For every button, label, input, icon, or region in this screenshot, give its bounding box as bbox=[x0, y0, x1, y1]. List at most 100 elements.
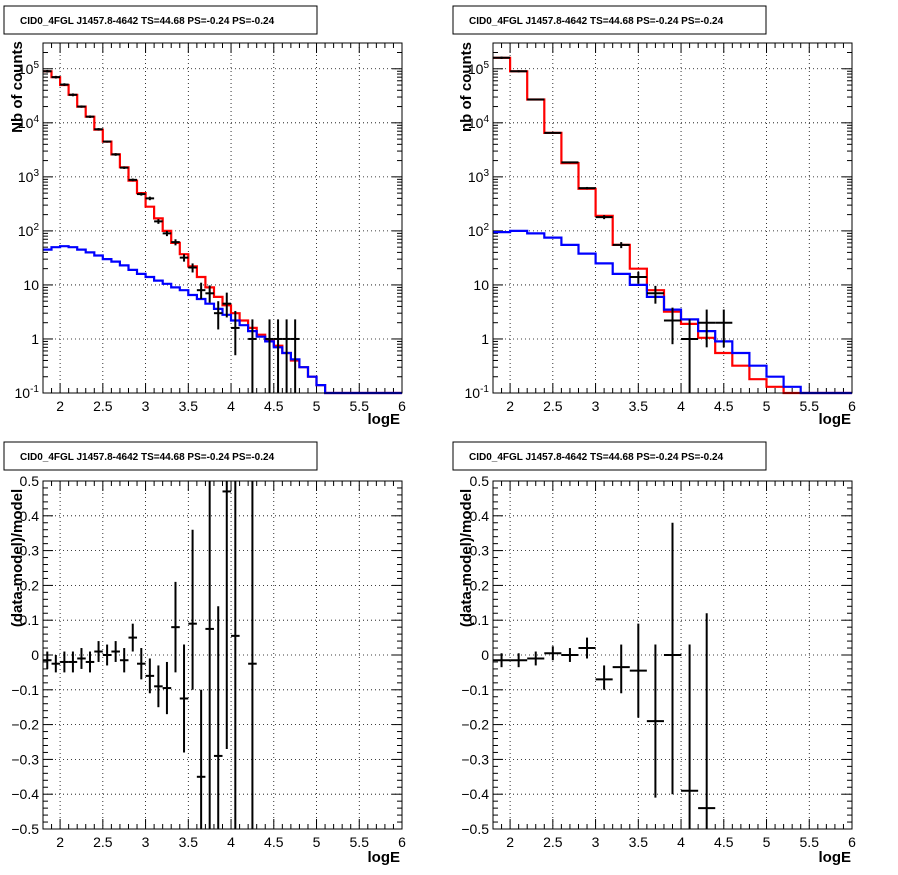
data-point bbox=[213, 606, 223, 829]
data-point bbox=[51, 75, 61, 79]
data-point bbox=[663, 522, 682, 795]
data-point bbox=[222, 481, 232, 749]
x-tick-label: 4.5 bbox=[714, 398, 734, 414]
y-tick-label: −0.3 bbox=[461, 751, 489, 767]
y-tick-label: −0.2 bbox=[461, 717, 489, 733]
data-point bbox=[162, 230, 172, 237]
y-tick-label: 1 bbox=[31, 331, 39, 347]
data-point bbox=[162, 661, 172, 715]
data-point bbox=[646, 644, 664, 798]
data-point bbox=[102, 644, 112, 666]
plot-area: 2 2.5 3 3.5 4 4.5 5 5.5 6 10-1 1 10 102 103 104 105 bbox=[465, 42, 856, 414]
x-tick-label: 5.5 bbox=[350, 398, 370, 414]
x-tick-label: 3.5 bbox=[179, 398, 199, 414]
y-axis-label: (data-model)/model bbox=[458, 489, 475, 627]
y-tick-label: 0.4 bbox=[20, 508, 40, 524]
data-point bbox=[282, 319, 291, 393]
data-point bbox=[698, 309, 716, 348]
x-tick-label: 4.5 bbox=[264, 398, 284, 414]
data-point bbox=[85, 651, 95, 673]
data-point bbox=[222, 292, 232, 318]
background-model-histogram bbox=[43, 245, 402, 395]
data-point bbox=[128, 623, 138, 652]
data-point bbox=[171, 581, 180, 673]
y-tick-label: −0.5 bbox=[461, 821, 489, 837]
y-tick-label: −0.1 bbox=[11, 682, 39, 698]
data-point bbox=[646, 285, 664, 304]
data-point bbox=[145, 658, 155, 694]
data-point bbox=[561, 161, 579, 164]
data-point bbox=[145, 196, 155, 201]
x-axis-label: logE bbox=[819, 411, 852, 428]
data-point bbox=[248, 319, 257, 393]
x-tick-label: 5 bbox=[763, 398, 771, 414]
plot-area: 2 2.5 3 3.5 4 4.5 5 5.5 6 −0.5 −0.4 −0.3 −0.2 −0.1 0 0.… bbox=[461, 473, 856, 850]
title-box bbox=[3, 441, 318, 471]
y-tick-label: 0.2 bbox=[470, 577, 490, 593]
y-tick-label: 0.1 bbox=[470, 612, 490, 628]
y-tick-label: −0.4 bbox=[11, 786, 39, 802]
data-point bbox=[85, 115, 95, 118]
x-tick-label: 2.5 bbox=[543, 834, 563, 850]
data-point bbox=[94, 128, 103, 131]
x-tick-label: 2 bbox=[506, 398, 514, 414]
panel-title: CID0_4FGL J1457.8-4642 TS=44.68 PS=-0.24… bbox=[469, 452, 724, 463]
data-point bbox=[544, 131, 562, 134]
x-tick-label: 5.5 bbox=[800, 834, 820, 850]
y-tick-label: 102 bbox=[468, 222, 490, 239]
data-point bbox=[578, 186, 596, 190]
x-tick-label: 2.5 bbox=[93, 834, 113, 850]
data-point bbox=[94, 641, 103, 662]
panel-title: CID0_4FGL J1457.8-4642 TS=44.68 PS=-0.24… bbox=[20, 16, 275, 27]
y-tick-label: 0.4 bbox=[470, 508, 490, 524]
x-tick-label: 4.5 bbox=[714, 834, 734, 850]
panel-residuals-left: CID0_4FGL J1457.8-4642 TS=44.68 PS=-0.24… bbox=[3, 441, 406, 866]
data-point bbox=[179, 254, 189, 262]
panel-title: CID0_4FGL J1457.8-4642 TS=44.68 PS=-0.24… bbox=[469, 16, 724, 27]
data-point bbox=[698, 613, 716, 829]
x-tick-label: 3 bbox=[142, 834, 150, 850]
y-tick-label: 103 bbox=[468, 168, 490, 185]
x-tick-label: 2 bbox=[56, 398, 64, 414]
y-tick-label: −0.5 bbox=[11, 821, 39, 837]
plot-frame bbox=[42, 480, 403, 830]
data-point bbox=[111, 153, 120, 156]
x-axis-label: logE bbox=[819, 849, 852, 866]
data-point bbox=[527, 651, 545, 666]
plot-frame bbox=[42, 42, 403, 394]
plot-area: 2 2.5 3 3.5 4 4.5 5 5.5 6 10-1 1 10 102 103 104 105 bbox=[15, 42, 406, 414]
y-axis-label: Nb of counts bbox=[9, 41, 26, 133]
x-tick-label: 3.5 bbox=[629, 834, 649, 850]
plot-background bbox=[43, 481, 402, 829]
data-point bbox=[510, 653, 528, 668]
x-tick-label: 2 bbox=[506, 834, 514, 850]
data-point bbox=[68, 93, 78, 97]
x-tick-label: 2.5 bbox=[93, 398, 113, 414]
data-point bbox=[137, 192, 146, 196]
data-point bbox=[213, 301, 223, 330]
title-box bbox=[452, 441, 767, 471]
plot-area: 2 2.5 3 3.5 4 4.5 5 5.5 6 −0.5 −0.4 −0.3 −0.2 −0.1 0 0.… bbox=[11, 473, 406, 850]
y-tick-label: 102 bbox=[18, 222, 40, 239]
data-point bbox=[60, 83, 69, 87]
x-tick-label: 6 bbox=[848, 834, 856, 850]
data-point bbox=[231, 310, 240, 356]
data-point bbox=[612, 242, 630, 249]
y-tick-label: 103 bbox=[18, 168, 40, 185]
data-point bbox=[510, 70, 528, 73]
panel-residuals-right: CID0_4FGL J1457.8-4642 TS=44.68 PS=-0.24… bbox=[452, 441, 856, 866]
data-point bbox=[154, 219, 163, 224]
data-point bbox=[273, 319, 283, 393]
y-tick-label: 0.2 bbox=[20, 577, 40, 593]
data-point bbox=[612, 644, 630, 694]
y-tick-label: 0.1 bbox=[20, 612, 40, 628]
data-point bbox=[493, 653, 511, 668]
x-tick-label: 4 bbox=[227, 398, 235, 414]
data-point bbox=[290, 319, 300, 393]
y-tick-label: 10-1 bbox=[465, 384, 490, 401]
x-tick-label: 4.5 bbox=[264, 834, 284, 850]
data-point bbox=[205, 285, 214, 303]
y-tick-label: 0.5 bbox=[20, 473, 40, 489]
background-model-histogram bbox=[493, 229, 852, 395]
y-tick-label: −0.1 bbox=[461, 682, 489, 698]
